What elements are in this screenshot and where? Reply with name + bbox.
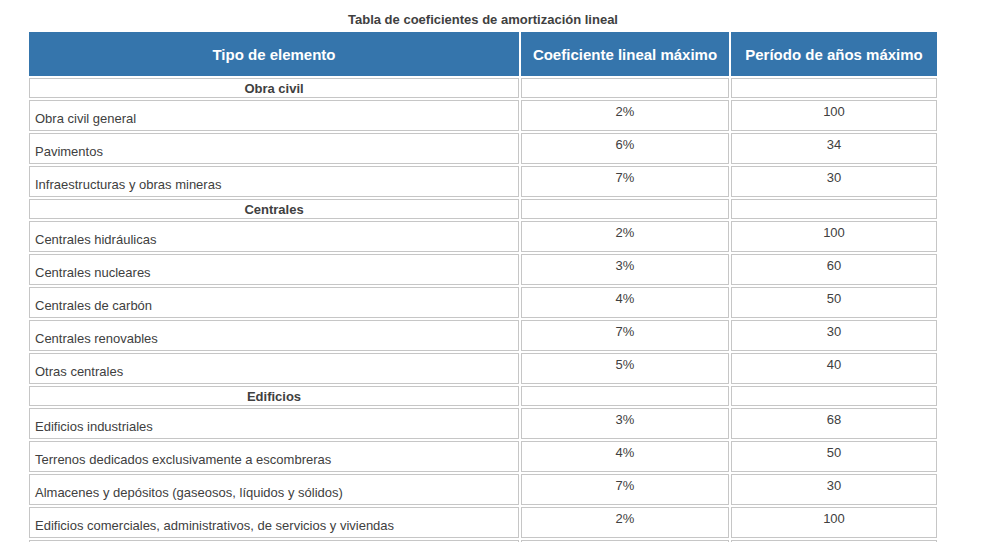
element-type-cell: Centrales renovables [29, 320, 519, 351]
years-cell [731, 78, 937, 98]
years-cell: 50 [731, 441, 937, 472]
years-cell: 30 [731, 166, 937, 197]
amortization-table: Tipo de elemento Coeficiente lineal máxi… [27, 30, 939, 542]
table-row: Infraestructuras y obras mineras7%30 [29, 166, 937, 197]
element-type-cell: Edificios industriales [29, 408, 519, 439]
table-row: Edificios industriales3%68 [29, 408, 937, 439]
table-row: Centrales renovables7%30 [29, 320, 937, 351]
element-type-cell: Centrales hidráulicas [29, 221, 519, 252]
years-cell: 40 [731, 353, 937, 384]
table-row: Otras centrales5%40 [29, 353, 937, 384]
coefficient-cell: 7% [521, 474, 729, 505]
table-row: Almacenes y depósitos (gaseosos, líquido… [29, 474, 937, 505]
column-header-tipo: Tipo de elemento [29, 32, 519, 76]
coefficient-cell: 3% [521, 408, 729, 439]
coefficient-cell: 7% [521, 320, 729, 351]
years-cell: 100 [731, 507, 937, 538]
coefficient-cell: 4% [521, 441, 729, 472]
element-type-cell: Pavimentos [29, 133, 519, 164]
table-row: Terrenos dedicados exclusivamente a esco… [29, 441, 937, 472]
element-type-cell: Otras centrales [29, 353, 519, 384]
element-type-cell: Terrenos dedicados exclusivamente a esco… [29, 441, 519, 472]
coefficient-cell: 3% [521, 254, 729, 285]
years-cell: 68 [731, 408, 937, 439]
coefficient-cell [521, 199, 729, 219]
table-row: Pavimentos6%34 [29, 133, 937, 164]
table-row: Edificios comerciales, administrativos, … [29, 507, 937, 538]
element-type-cell: Obra civil general [29, 100, 519, 131]
years-cell: 50 [731, 287, 937, 318]
element-type-cell: Centrales nucleares [29, 254, 519, 285]
section-label: Centrales [29, 199, 519, 219]
element-type-cell: Edificios comerciales, administrativos, … [29, 507, 519, 538]
section-label: Obra civil [29, 78, 519, 98]
section-row: Obra civil [29, 78, 937, 98]
section-row: Edificios [29, 386, 937, 406]
coefficient-cell: 4% [521, 287, 729, 318]
coefficient-cell: 2% [521, 100, 729, 131]
table-row: Centrales hidráulicas2%100 [29, 221, 937, 252]
table-row: Centrales de carbón4%50 [29, 287, 937, 318]
section-row: Centrales [29, 199, 937, 219]
years-cell: 60 [731, 254, 937, 285]
years-cell: 100 [731, 221, 937, 252]
years-cell [731, 199, 937, 219]
coefficient-cell: 7% [521, 166, 729, 197]
coefficient-cell [521, 386, 729, 406]
years-cell [731, 386, 937, 406]
years-cell: 34 [731, 133, 937, 164]
element-type-cell: Infraestructuras y obras mineras [29, 166, 519, 197]
page-title: Tabla de coeficientes de amortización li… [27, 0, 939, 26]
element-type-cell: Almacenes y depósitos (gaseosos, líquido… [29, 474, 519, 505]
column-header-periodo: Período de años máximo [731, 32, 937, 76]
coefficient-cell: 6% [521, 133, 729, 164]
coefficient-cell: 2% [521, 221, 729, 252]
table-header: Tipo de elemento Coeficiente lineal máxi… [29, 32, 937, 76]
coefficient-cell: 2% [521, 507, 729, 538]
coefficient-cell [521, 78, 729, 98]
table-row: Centrales nucleares3%60 [29, 254, 937, 285]
years-cell: 30 [731, 320, 937, 351]
years-cell: 30 [731, 474, 937, 505]
header-row: Tipo de elemento Coeficiente lineal máxi… [29, 32, 937, 76]
element-type-cell: Centrales de carbón [29, 287, 519, 318]
table-body: Obra civilObra civil general2%100Pavimen… [29, 78, 937, 542]
table-row: Obra civil general2%100 [29, 100, 937, 131]
years-cell: 100 [731, 100, 937, 131]
section-label: Edificios [29, 386, 519, 406]
coefficient-cell: 5% [521, 353, 729, 384]
column-header-coeficiente: Coeficiente lineal máximo [521, 32, 729, 76]
